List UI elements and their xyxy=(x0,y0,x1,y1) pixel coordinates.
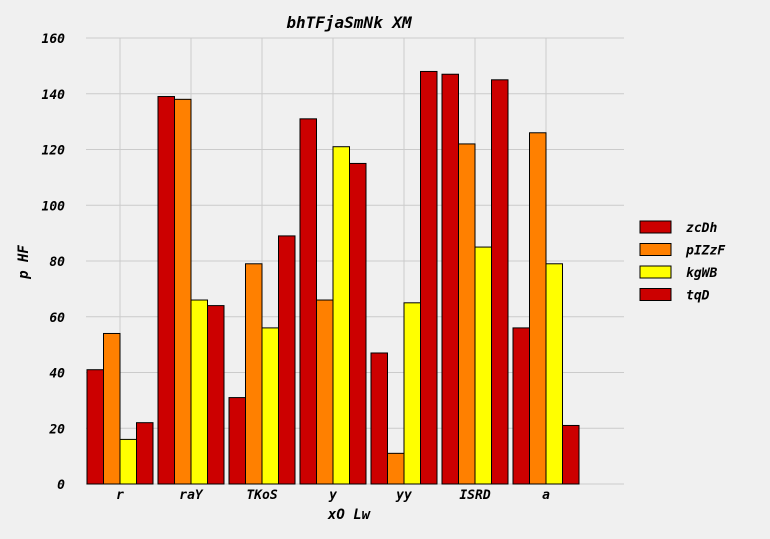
bar-tqD-yy xyxy=(420,70,438,485)
bar-pIZzF-TKoS xyxy=(245,263,263,485)
bar-pIZzF-ISRD xyxy=(458,143,476,485)
bar-pIZzF-a xyxy=(529,132,547,485)
y-tick-label: 60 xyxy=(49,311,65,326)
bar-zcDh-ISRD xyxy=(441,73,459,485)
legend-label: tqD xyxy=(686,289,710,304)
y-tick-label: 140 xyxy=(42,88,66,103)
bar-pIZzF-raY xyxy=(174,98,192,485)
x-tick-label: raY xyxy=(179,488,204,503)
x-tick-label: ISRD xyxy=(459,488,490,503)
x-tick-label: yy xyxy=(395,488,412,503)
y-tick-label: 0 xyxy=(57,478,65,493)
y-tick-label: 40 xyxy=(49,367,65,382)
bar-zcDh-TKoS xyxy=(228,397,246,485)
x-axis-ticks: r raY TKoS y yy ISRD a xyxy=(116,488,550,503)
legend-swatch-kgWB xyxy=(639,265,672,279)
x-tick-label: a xyxy=(542,488,550,503)
bar-tqD-r xyxy=(136,422,154,485)
bar-pIZzF-yy xyxy=(387,452,405,485)
bar-kgWB-yy xyxy=(403,302,421,485)
y-axis-ticks: 0 20 40 60 80 100 120 140 160 xyxy=(42,32,66,493)
bar-kgWB-TKoS xyxy=(261,327,279,485)
bar-zcDh-yy xyxy=(370,352,388,485)
x-axis-label: xO Lw xyxy=(327,507,372,523)
x-tick-label: TKoS xyxy=(246,488,277,503)
legend-swatch-pIZzF xyxy=(639,243,672,256)
y-tick-label: 160 xyxy=(42,32,66,47)
legend-label: zcDh xyxy=(686,221,717,236)
bar-kgWB-a xyxy=(545,263,563,485)
y-axis-label: p HF xyxy=(16,245,32,280)
bars xyxy=(86,70,580,485)
bar-zcDh-a xyxy=(512,327,530,485)
legend-label: kgWB xyxy=(686,266,717,281)
bar-tqD-ISRD xyxy=(491,79,509,485)
bar-kgWB-ISRD xyxy=(474,246,492,485)
bar-kgWB-y xyxy=(332,146,350,485)
y-tick-label: 100 xyxy=(42,199,66,214)
legend-swatch-tqD xyxy=(639,288,672,301)
bar-tqD-y xyxy=(349,162,367,485)
legend-label: pIZzF xyxy=(685,244,726,259)
legend: zcDh pIZzF kgWB tqD xyxy=(639,220,726,304)
x-tick-label: r xyxy=(116,488,124,503)
y-tick-label: 120 xyxy=(42,144,66,159)
y-tick-label: 20 xyxy=(48,422,65,437)
bar-tqD-a xyxy=(562,424,580,485)
bar-zcDh-y xyxy=(299,118,317,485)
chart-title: bhTFjaSmNk XM xyxy=(286,13,413,32)
x-tick-label: y xyxy=(328,488,337,503)
bar-tqD-TKoS xyxy=(278,235,296,485)
bar-zcDh-r xyxy=(86,369,104,485)
bar-tqD-raY xyxy=(207,305,225,485)
bar-pIZzF-r xyxy=(103,332,121,485)
legend-swatch-zcDh xyxy=(639,220,672,234)
bar-kgWB-r xyxy=(119,438,137,485)
bar-kgWB-raY xyxy=(190,299,208,485)
y-tick-label: 80 xyxy=(49,255,65,270)
bar-zcDh-raY xyxy=(157,96,175,485)
bar-pIZzF-y xyxy=(316,299,334,485)
